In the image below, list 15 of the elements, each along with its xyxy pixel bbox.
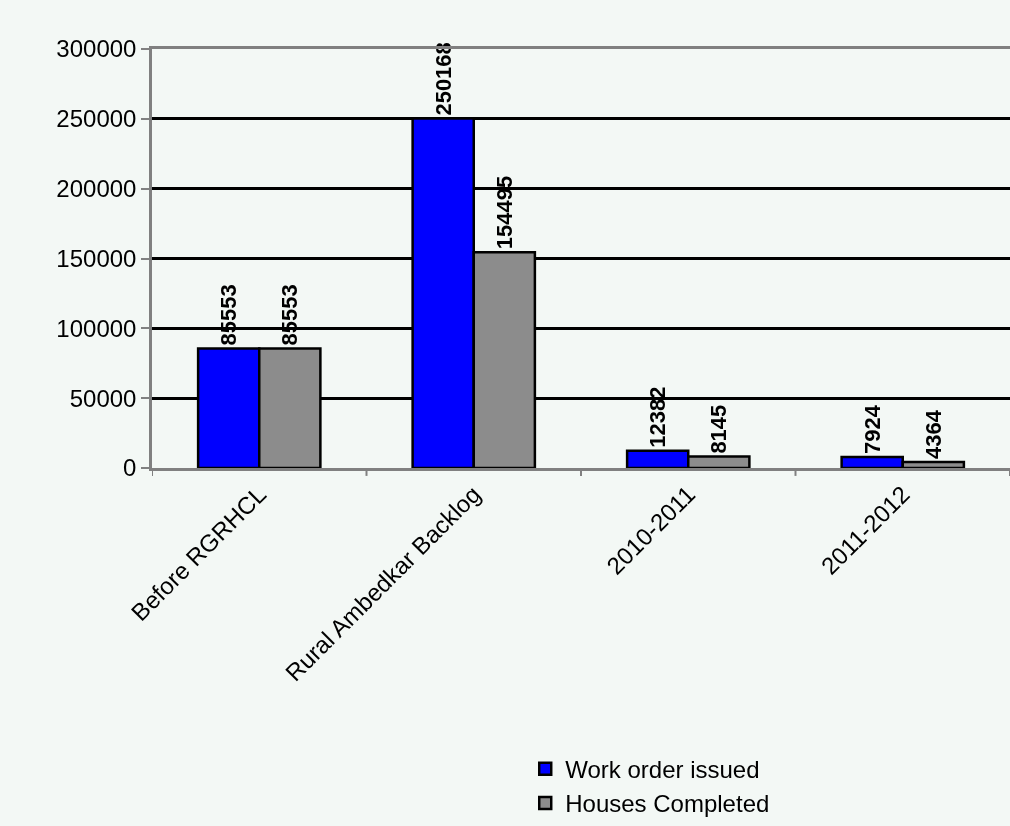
legend-label: Houses Completed <box>565 790 770 818</box>
y-tick-label: 300000 <box>56 35 137 63</box>
y-tick-label: 200000 <box>56 175 137 203</box>
data-label: 7924 <box>859 404 885 454</box>
data-label: 154495 <box>491 175 517 250</box>
data-label: 12382 <box>645 386 671 448</box>
y-tick-label: 100000 <box>56 314 137 342</box>
y-tick-label: 250000 <box>56 105 137 133</box>
y-tick-label: 50000 <box>69 384 137 412</box>
y-tick-label: 0 <box>123 454 137 482</box>
y-tick-label: 150000 <box>56 244 137 272</box>
data-label: 8145 <box>706 404 732 454</box>
data-label: 250168 <box>430 42 456 116</box>
legend-label: Work order issued <box>565 756 760 784</box>
data-label: 4364 <box>920 409 946 459</box>
